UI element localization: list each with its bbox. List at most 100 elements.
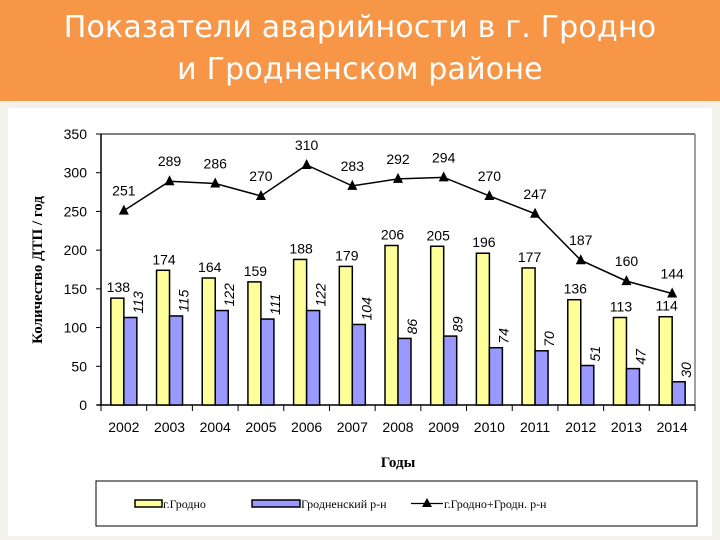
triangle-marker-icon [393,172,403,183]
x-tick-label: 2003 [154,419,185,435]
x-axis-label: Годы [381,455,416,471]
triangle-marker-icon [575,254,586,265]
triangle-marker-icon [301,158,312,169]
city-value-label: 177 [518,249,542,265]
district-value-label: 51 [587,346,603,362]
bar-district [214,309,229,406]
bar-district [305,309,321,406]
district-value-label: 89 [450,316,466,332]
bar-city [155,269,171,406]
bar-city [475,252,491,406]
bar-city [429,245,445,406]
y-tick-label: 300 [64,165,88,181]
x-tick-label: 2004 [200,419,231,435]
x-tick-label: 2012 [565,419,596,435]
city-value-label: 114 [655,298,678,314]
total-value-label: 270 [249,168,273,184]
legend-label-district: Гродненский р-н [301,497,387,511]
total-value-label: 247 [523,186,547,202]
total-value-label: 310 [295,137,319,153]
city-value-label: 113 [610,299,633,315]
total-value-label: 144 [660,266,684,282]
y-axis: 0 50 100 150 200 250 300 350 [64,126,102,413]
total-value-label: 283 [341,158,365,174]
x-tick-label: 2014 [657,419,688,435]
bar-city [384,244,399,406]
legend: г.Гродно Гродненский р-н г.Гродно+Гродн.… [95,480,698,527]
triangle-marker-icon [210,177,221,188]
x-tick-label: 2002 [108,419,139,435]
district-value-label: 70 [541,331,557,347]
city-value-label: 179 [335,247,359,263]
city-value-label: 205 [427,227,451,243]
x-tick-label: 2011 [520,419,550,435]
legend-label-total: г.Гродно+Гродн. р-н [444,497,547,511]
city-value-label: 159 [244,263,268,279]
bar-district [260,318,275,406]
triangle-marker-icon [667,287,678,298]
data-labels: 1381131741151641221591111881221791042068… [107,137,694,378]
x-tick-label: 2008 [382,419,413,435]
title-header: Показатели аварийности в г. Гродно и Гро… [0,0,720,101]
bar-district [534,350,549,406]
triangle-marker-icon [484,189,495,200]
y-tick-label: 350 [64,126,88,142]
total-value-label: 251 [112,183,136,199]
y-tick-label: 0 [79,397,87,413]
district-value-label: 74 [495,328,511,344]
bar-district [671,381,686,406]
city-value-label: 206 [381,226,405,242]
y-tick-label: 50 [71,358,87,374]
total-value-label: 294 [432,149,456,165]
x-tick-label: 2006 [291,419,322,435]
x-tick-label: 2010 [474,419,505,435]
district-value-label: 115 [176,289,192,312]
bar-city [110,297,125,406]
total-value-label: 292 [386,151,410,167]
legend-swatch-district [251,499,301,508]
bar-district [488,346,504,406]
district-value-label: 47 [632,348,648,365]
y-tick-label: 250 [64,203,88,219]
district-value-label: 104 [358,297,374,321]
triangle-marker-icon [347,179,358,190]
bar-city [521,267,536,406]
district-value-label: 122 [313,283,329,307]
triangle-marker-icon [164,175,175,186]
city-value-label: 196 [472,234,496,250]
total-line [118,158,678,298]
x-tick-label: 2007 [337,419,368,435]
total-value-label: 270 [478,168,502,184]
bar-district [123,316,138,406]
bar-city [201,277,216,406]
district-value-label: 30 [678,362,694,378]
district-value-label: 86 [404,319,420,335]
bars [110,244,686,406]
legend-label-city: г.Гродно [163,497,206,511]
district-value-label: 113 [130,291,146,314]
bar-district [580,364,595,406]
city-value-label: 138 [107,279,131,295]
total-value-label: 187 [569,232,593,248]
title-line-2: и Гродненском районе [177,52,543,87]
triangle-marker-icon [118,204,129,215]
legend-swatch-city [134,499,163,508]
y-tick-label: 150 [64,281,88,297]
x-tick-label: 2013 [611,419,642,435]
triangle-marker-icon [530,207,541,218]
bar-city [292,258,308,406]
y-axis-label: Количество ДТП / год [30,196,46,344]
bar-city [567,298,582,406]
bar-district [397,337,412,406]
triangle-marker-icon [255,189,266,200]
city-value-label: 136 [564,281,588,297]
y-tick-label: 100 [64,320,88,336]
bar-district [168,315,184,406]
x-axis: 2002 2003 2004 2005 2006 2007 2008 2009 2010 2011… [97,404,696,435]
total-value-label: 160 [615,253,639,269]
x-tick-label: 2009 [428,419,459,435]
bar-city [612,316,628,406]
bar-district [442,335,458,406]
bar-city [658,315,673,406]
city-value-label: 164 [198,259,222,275]
